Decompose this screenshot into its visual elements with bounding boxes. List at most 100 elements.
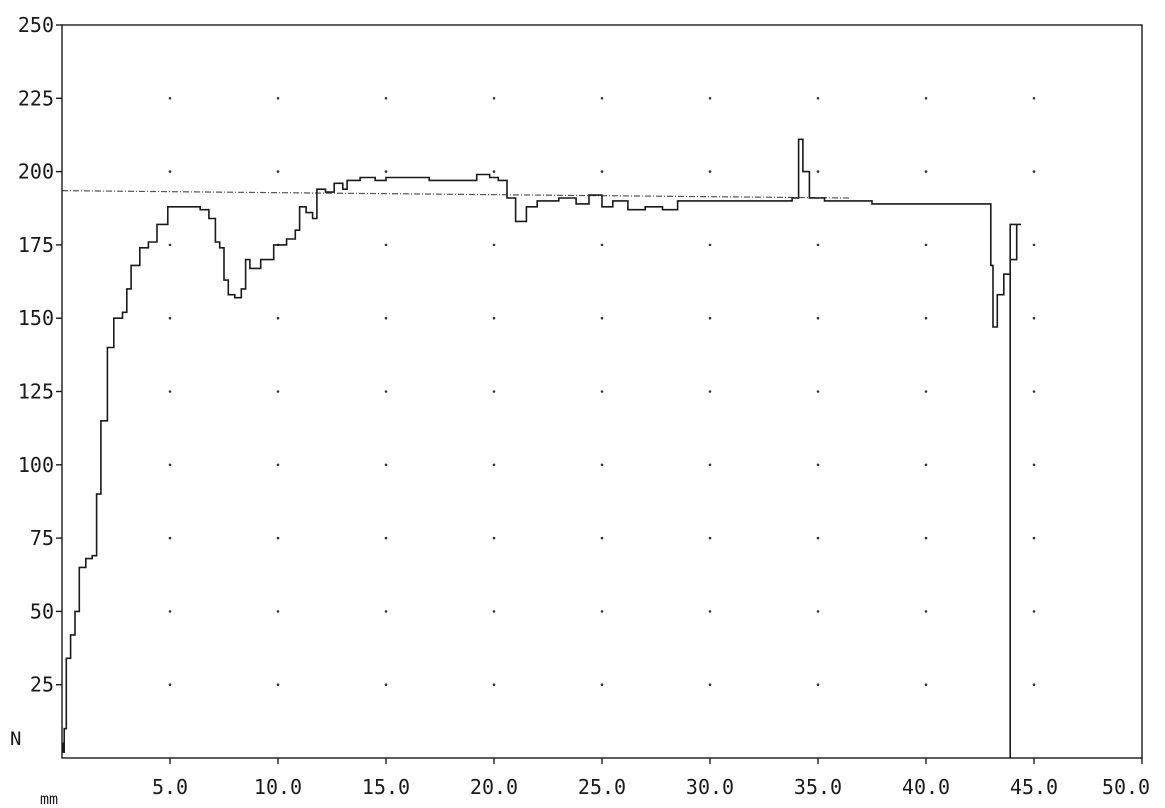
grid-dot [276,463,280,467]
grid-dot [168,170,172,173]
x-tick-label: 15.0 [362,775,410,799]
grid-dot [708,610,712,613]
grid-dot [276,316,280,320]
x-tick-label: 35.0 [794,775,842,799]
grid-dot [276,536,280,540]
grid-dot [1032,610,1036,613]
grid-dot [492,390,496,393]
grid-dot [492,536,496,540]
grid-dot [816,97,820,100]
x-tick-label: 45.0 [1010,775,1058,799]
grid-dot [708,683,712,686]
series-layer [62,138,1021,758]
grid-dot [816,536,820,540]
grid-dot [384,536,388,540]
grid-dot [816,463,820,467]
grid-dot [168,463,172,467]
grid-dot [708,316,712,320]
x-tick-label: 10.0 [254,775,302,799]
y-tick-label: 125 [18,380,54,404]
grid-dot [600,243,604,247]
grid-dots [168,97,1036,686]
grid-dot [816,683,820,686]
grid-dot [384,610,388,613]
grid-dot [276,683,280,686]
grid-dot [600,683,604,686]
grid-dot [384,243,388,247]
grid-dot [708,463,712,467]
grid-dot [1032,316,1036,320]
grid-dot [924,610,928,613]
grid-dot [492,170,496,173]
y-tick-label: 75 [30,526,54,550]
grid-dot [600,463,604,467]
y-tick-label: 175 [18,233,54,257]
grid-dot [600,390,604,393]
grid-dot [384,390,388,393]
y-tick-label: 25 [30,673,54,697]
grid-dot [492,683,496,686]
y-tick-label: 225 [18,86,54,110]
reference-line-layer [61,190,851,199]
grid-dot [276,610,280,613]
y-tick-label: 50 [30,599,54,623]
grid-dot [924,316,928,320]
grid-dot [708,243,712,247]
y-axis-label: N [10,728,21,750]
grid-dot [708,536,712,540]
grid-dot [600,610,604,613]
grid-dot [168,97,172,100]
grid-dot [816,243,820,247]
grid-dot [492,316,496,320]
grid-dot [600,97,604,100]
x-tick-label: 25.0 [578,775,626,799]
grid-dot [168,243,172,247]
grid-dot [276,170,280,173]
grid-dot [816,170,820,173]
y-tick-label: 200 [18,160,54,184]
grid-dot [168,316,172,320]
grid-dot [816,610,820,613]
grid-dot [276,97,280,100]
grid-dot [168,610,172,613]
y-tick-label: 250 [18,13,54,37]
y-axis-ticks: 25 50 75 100 125 150 175 200 225 250 [18,13,62,697]
grid-dot [1032,170,1036,173]
grid-dot [924,97,928,100]
grid-dot [492,97,496,100]
grid-dot [384,97,388,100]
grid-dot [492,243,496,247]
grid-dot [924,243,928,247]
grid-dot [816,390,820,393]
grid-dot [924,170,928,173]
grid-dot [492,610,496,613]
x-tick-label: 5.0 [152,775,188,799]
x-tick-label: 50.0 [1102,775,1150,799]
grid-dot [1032,463,1036,467]
grid-dot [168,536,172,540]
grid-dot [384,463,388,467]
grid-dot [924,683,928,686]
grid-dot [924,390,928,393]
x-axis-label: mm [40,790,58,808]
y-tick-label: 100 [18,453,54,477]
grid-dot [1032,243,1036,247]
grid-dot [816,316,820,320]
grid-dot [708,170,712,173]
grid-dot [384,316,388,320]
grid-dot [492,463,496,467]
grid-dot [708,390,712,393]
x-tick-label: 20.0 [470,775,518,799]
grid-dot [600,536,604,540]
series-line [62,138,1021,758]
grid-dot [600,170,604,173]
grid-dot [276,390,280,393]
grid-dot [384,683,388,686]
grid-dot [384,170,388,173]
grid-dot [600,316,604,320]
reference-line [61,190,851,199]
grid-dot [924,536,928,540]
y-tick-label: 150 [18,306,54,330]
grid-dot [1032,97,1036,100]
